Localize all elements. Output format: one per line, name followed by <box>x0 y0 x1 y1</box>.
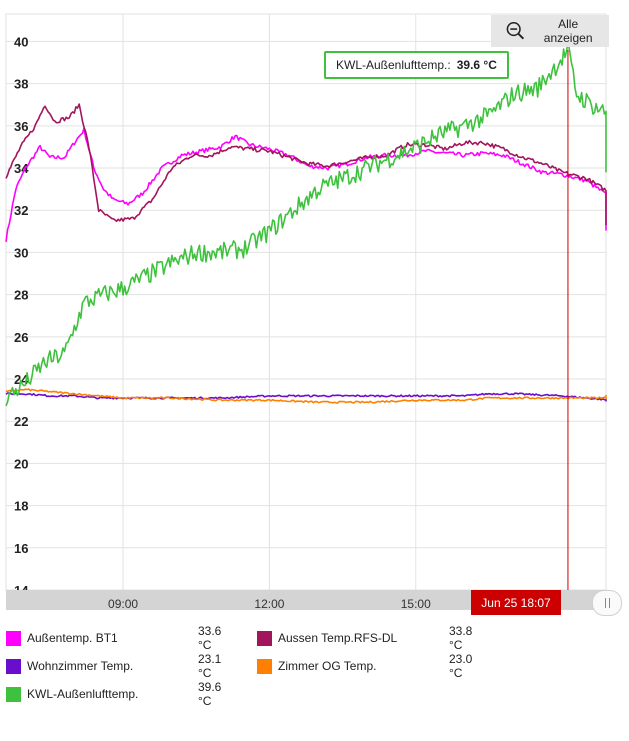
y-tick-label: 38 <box>14 77 28 92</box>
tooltip-value: 39.6 °C <box>456 58 497 72</box>
navigator-scrollbar[interactable] <box>6 590 606 610</box>
legend-label: Wohnzimmer Temp. <box>27 659 134 673</box>
zoom-out-icon <box>506 22 525 40</box>
legend-item[interactable]: KWL-Außenlufttemp. 39.6 °C <box>6 680 221 708</box>
x-tick-label: 09:00 <box>108 597 138 611</box>
x-tick-label: 15:00 <box>401 597 431 611</box>
legend-label: KWL-Außenlufttemp. <box>27 687 139 701</box>
y-tick-label: 30 <box>14 245 28 260</box>
legend-swatch <box>6 658 21 674</box>
plot-area <box>5 13 607 591</box>
legend-swatch <box>257 658 272 674</box>
legend-item[interactable]: Zimmer OG Temp. 23.0 °C <box>257 652 472 680</box>
show-all-button[interactable]: Alle anzeigen <box>491 15 609 47</box>
cursor-time-label: Jun 25 18:07 <box>471 590 561 615</box>
y-tick-label: 18 <box>14 499 28 514</box>
series-line[interactable] <box>5 103 607 225</box>
y-tick-label: 26 <box>14 330 28 345</box>
plot-grid <box>5 13 607 591</box>
y-tick-label: 20 <box>14 456 28 471</box>
legend-swatch <box>257 630 272 646</box>
y-tick-label: 28 <box>14 288 28 303</box>
scrollbar-handle[interactable] <box>592 590 622 616</box>
line-chart: 1416182022242628303234363840 09:0012:001… <box>5 13 607 611</box>
legend-swatch <box>6 630 21 646</box>
tooltip-label: KWL-Außenlufttemp.: <box>336 58 451 72</box>
legend-label: Zimmer OG Temp. <box>278 659 377 673</box>
legend-value: 33.6 °C <box>198 624 222 652</box>
y-tick-label: 32 <box>14 203 28 218</box>
x-tick-label: 12:00 <box>254 597 284 611</box>
x-axis: 09:00 12:00 15:00 <box>108 597 431 611</box>
legend-value: 23.1 °C <box>198 652 222 680</box>
legend-item[interactable]: Außentemp. BT1 33.6 °C <box>6 624 221 652</box>
y-axis: 1416182022242628303234363840 <box>14 34 29 598</box>
series-lines <box>5 40 607 407</box>
legend-label: Außentemp. BT1 <box>27 631 118 645</box>
y-tick-label: 36 <box>14 119 28 134</box>
series-line[interactable] <box>5 388 607 404</box>
y-tick-label: 40 <box>14 34 28 49</box>
legend-value: 23.0 °C <box>449 652 473 680</box>
legend-item[interactable]: Wohnzimmer Temp. 23.1 °C <box>6 652 221 680</box>
y-tick-label: 22 <box>14 414 28 429</box>
legend-value: 39.6 °C <box>198 680 222 708</box>
series-line[interactable] <box>5 127 607 243</box>
legend-label: Aussen Temp.RFS-DL <box>278 631 398 645</box>
series-line[interactable] <box>5 40 607 407</box>
legend-swatch <box>6 686 21 702</box>
legend-value: 33.8 °C <box>449 624 473 652</box>
y-tick-label: 34 <box>14 161 29 176</box>
series-tooltip: KWL-Außenlufttemp.: 39.6 °C <box>324 51 509 79</box>
legend-item[interactable]: Aussen Temp.RFS-DL 33.8 °C <box>257 624 472 652</box>
y-tick-label: 16 <box>14 541 28 556</box>
show-all-label: Alle anzeigen <box>543 17 593 45</box>
